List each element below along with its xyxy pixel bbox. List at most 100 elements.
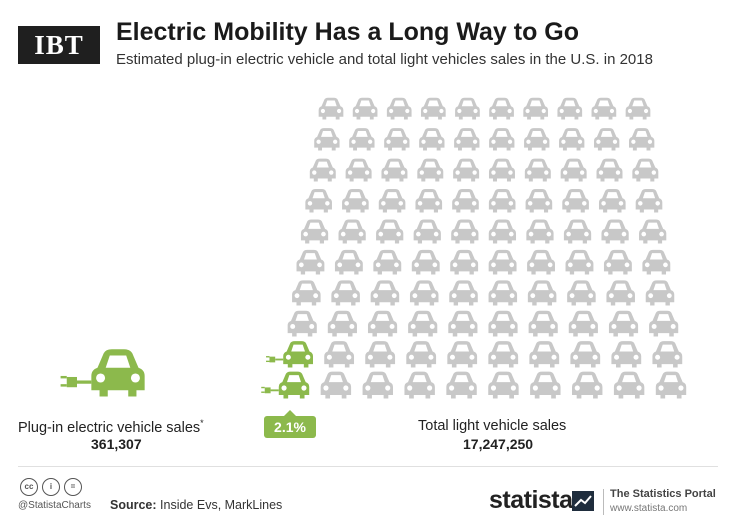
car-icon <box>527 280 557 306</box>
car-icon <box>488 158 515 182</box>
car-icon <box>563 219 592 244</box>
car-icon <box>625 97 651 120</box>
car-icon <box>420 97 446 120</box>
car-icon <box>449 280 478 306</box>
car-icon <box>488 249 517 275</box>
car-icon <box>642 249 671 275</box>
car-icon <box>292 280 321 306</box>
car-icon <box>598 189 626 213</box>
car-icon <box>327 310 357 337</box>
car-icon <box>488 189 516 213</box>
car-icon <box>453 158 480 182</box>
car-icon <box>628 128 655 151</box>
car-icon <box>296 249 325 275</box>
car-icon <box>349 128 375 151</box>
statista-mark-icon <box>572 491 594 511</box>
car-icon <box>409 280 439 306</box>
car-icon <box>305 189 332 213</box>
car-icon <box>529 341 560 368</box>
car-icon <box>309 158 336 182</box>
car-icon <box>408 310 438 337</box>
car-icon <box>567 280 596 306</box>
car-icon <box>413 219 441 244</box>
car-icon <box>526 219 554 244</box>
ev-sales-label: Plug-in electric vehicle sales* <box>18 418 204 436</box>
ev-car-icon <box>266 341 314 368</box>
car-icon <box>594 128 620 151</box>
car-icon <box>655 371 687 399</box>
car-icon <box>488 219 517 244</box>
car-icon <box>378 189 406 213</box>
car-icon <box>381 158 408 182</box>
total-sales-label: Total light vehicle sales <box>418 418 567 434</box>
car-icon <box>314 128 340 151</box>
car-icon <box>527 249 555 275</box>
car-icon <box>572 371 603 399</box>
car-icon <box>528 310 558 337</box>
car-icon <box>488 341 519 368</box>
car-icon <box>562 189 589 213</box>
car-icon <box>411 249 440 275</box>
car-icon <box>645 280 675 306</box>
car-icon <box>559 128 585 151</box>
ev-legend-car-icon <box>60 349 145 397</box>
car-icon <box>488 310 518 337</box>
car-icon <box>525 189 553 213</box>
car-icon <box>488 371 519 399</box>
ibt-logo: IBT <box>18 26 100 64</box>
chart-subtitle: Estimated plug-in electric vehicle and t… <box>116 51 653 68</box>
car-icon <box>632 158 659 182</box>
car-icon <box>570 341 601 368</box>
car-icon <box>448 310 478 337</box>
car-icon <box>451 219 479 244</box>
car-icon <box>601 219 629 244</box>
car-icon <box>454 128 480 151</box>
car-icon <box>406 341 437 368</box>
car-icon <box>452 189 479 213</box>
source-note: Source: Inside Evs, MarkLines <box>110 498 283 512</box>
car-icon <box>362 371 393 399</box>
portal-url: www.statista.com <box>610 503 688 514</box>
car-icon <box>415 189 443 213</box>
car-icon <box>338 219 366 244</box>
car-icon <box>367 310 398 337</box>
ev-sales-value: 361,307 <box>91 436 142 452</box>
car-icon <box>523 97 549 120</box>
car-icon <box>568 310 598 337</box>
car-icon <box>639 219 667 244</box>
car-icon <box>370 280 400 306</box>
car-icon <box>287 310 317 337</box>
car-icon <box>530 371 561 399</box>
car-icon <box>342 189 369 213</box>
car-icon <box>386 97 412 120</box>
car-icon <box>489 97 514 120</box>
car-icon <box>318 97 344 120</box>
car-icon <box>300 219 329 244</box>
car-icon <box>565 249 594 275</box>
car-icon <box>320 371 352 399</box>
car-icon <box>450 249 479 275</box>
car-icon <box>524 158 551 182</box>
car-icon <box>524 128 550 151</box>
nd-icon: = <box>64 478 82 496</box>
car-icon <box>603 249 632 275</box>
car-icon <box>404 371 435 399</box>
portal-tagline: The Statistics Portal <box>610 488 716 500</box>
cc-icon: cc <box>20 478 38 496</box>
car-icon <box>446 371 477 399</box>
car-icon <box>606 280 635 306</box>
total-sales-value: 17,247,250 <box>463 436 534 452</box>
car-icon <box>591 97 617 120</box>
car-icon <box>489 128 515 151</box>
car-icon <box>652 341 683 368</box>
car-icon <box>560 158 587 182</box>
car-icon <box>649 310 679 337</box>
car-icon <box>611 341 642 368</box>
ev-share-badge: 2.1% <box>264 410 316 438</box>
chart-title: Electric Mobility Has a Long Way to Go <box>116 18 580 46</box>
footer-divider <box>18 466 718 467</box>
car-icon <box>596 158 623 182</box>
car-icon <box>488 280 518 306</box>
car-icon <box>334 249 363 275</box>
